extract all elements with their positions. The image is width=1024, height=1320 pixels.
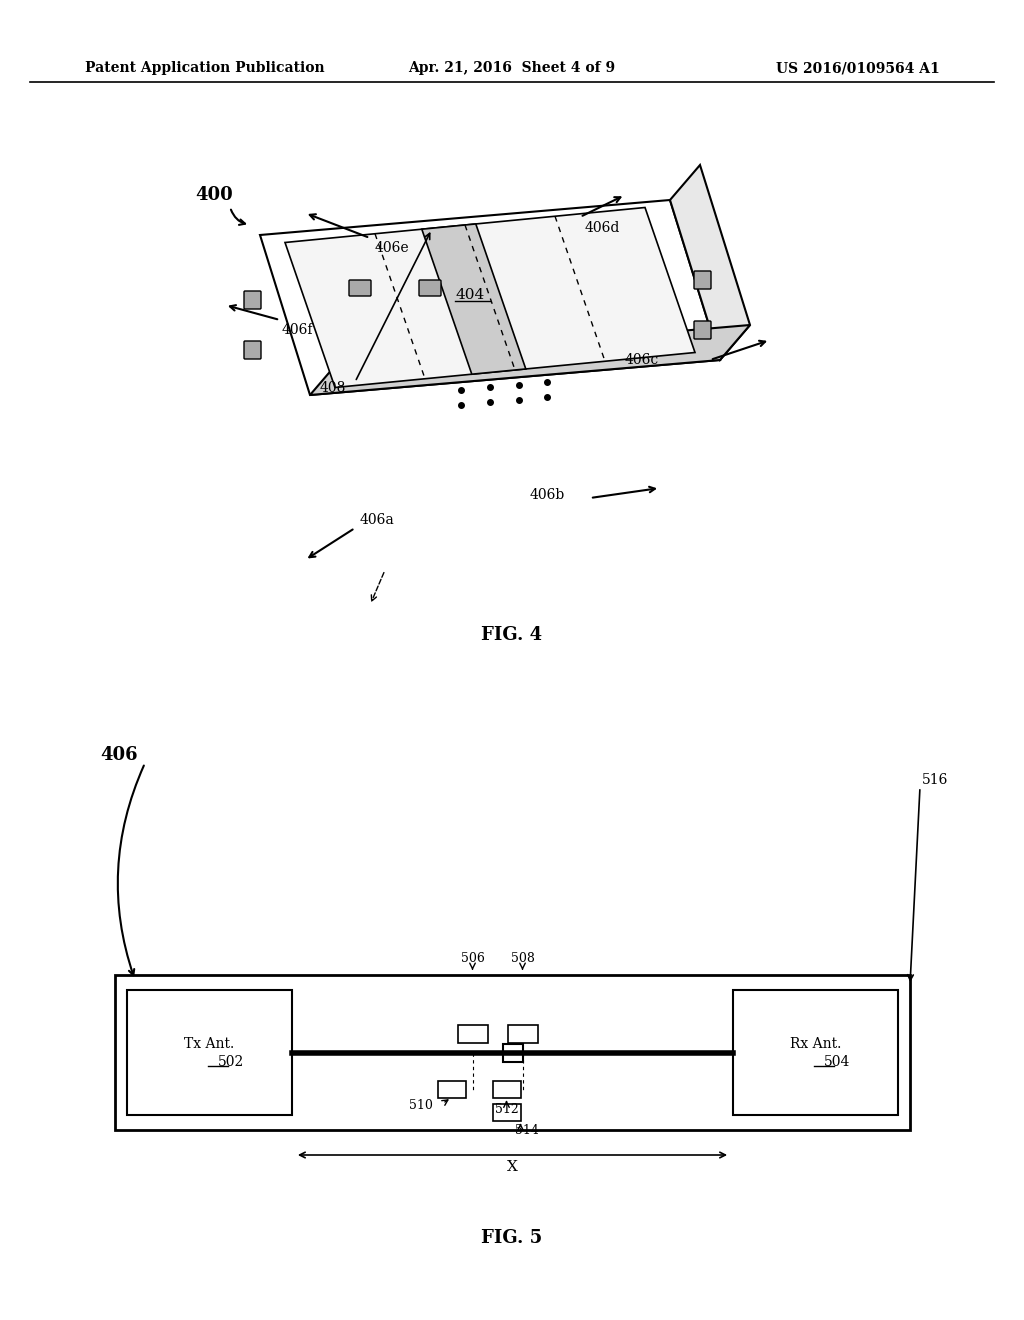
Text: 504: 504 bbox=[823, 1056, 850, 1069]
Bar bbox=[458, 1024, 487, 1043]
Bar bbox=[503, 1044, 522, 1061]
Bar bbox=[127, 990, 292, 1115]
Text: FIG. 5: FIG. 5 bbox=[481, 1229, 543, 1247]
Text: X: X bbox=[507, 1160, 518, 1173]
Bar bbox=[437, 1081, 466, 1097]
FancyBboxPatch shape bbox=[349, 280, 371, 296]
Text: 516: 516 bbox=[922, 774, 948, 787]
Text: 406: 406 bbox=[100, 746, 137, 764]
FancyBboxPatch shape bbox=[419, 280, 441, 296]
Polygon shape bbox=[422, 224, 525, 374]
FancyBboxPatch shape bbox=[244, 290, 261, 309]
Bar bbox=[508, 1024, 538, 1043]
Text: Rx Ant.: Rx Ant. bbox=[790, 1038, 841, 1052]
Text: 514: 514 bbox=[515, 1125, 539, 1137]
Text: Tx Ant.: Tx Ant. bbox=[184, 1038, 234, 1052]
Text: 406c: 406c bbox=[625, 352, 659, 367]
Text: 512: 512 bbox=[495, 1104, 518, 1115]
Text: 406a: 406a bbox=[360, 513, 394, 527]
Bar bbox=[115, 975, 910, 1130]
Text: 408: 408 bbox=[319, 381, 346, 395]
Text: 406e: 406e bbox=[375, 242, 410, 255]
Text: 502: 502 bbox=[217, 1056, 244, 1069]
Bar bbox=[733, 990, 898, 1115]
Text: 510: 510 bbox=[409, 1100, 432, 1111]
FancyBboxPatch shape bbox=[694, 321, 711, 339]
Bar bbox=[493, 1104, 520, 1121]
Text: 406b: 406b bbox=[530, 488, 565, 502]
FancyBboxPatch shape bbox=[694, 271, 711, 289]
Text: 404: 404 bbox=[456, 288, 484, 302]
Text: Apr. 21, 2016  Sheet 4 of 9: Apr. 21, 2016 Sheet 4 of 9 bbox=[409, 61, 615, 75]
Polygon shape bbox=[310, 325, 750, 395]
Text: US 2016/0109564 A1: US 2016/0109564 A1 bbox=[776, 61, 940, 75]
Bar bbox=[493, 1081, 520, 1097]
Text: 506: 506 bbox=[461, 952, 484, 965]
Text: Patent Application Publication: Patent Application Publication bbox=[85, 61, 325, 75]
Text: 508: 508 bbox=[511, 952, 535, 965]
Text: 400: 400 bbox=[195, 186, 232, 205]
Text: 406d: 406d bbox=[585, 220, 621, 235]
FancyBboxPatch shape bbox=[244, 341, 261, 359]
Text: FIG. 4: FIG. 4 bbox=[481, 626, 543, 644]
Polygon shape bbox=[285, 207, 695, 388]
Text: 406f: 406f bbox=[282, 323, 313, 337]
Polygon shape bbox=[670, 165, 750, 360]
